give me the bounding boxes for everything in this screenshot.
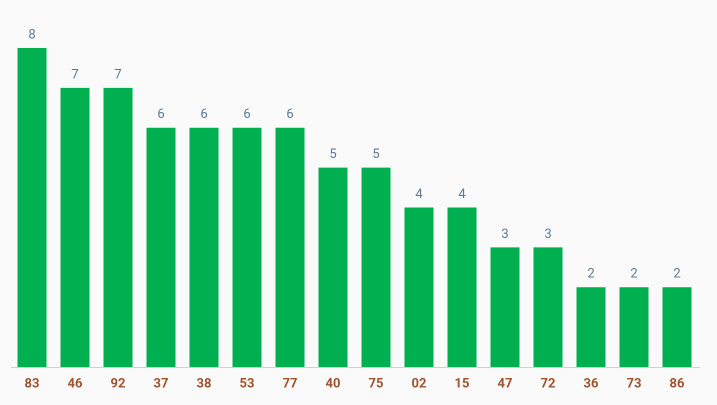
bar	[17, 48, 47, 367]
bar	[146, 127, 176, 367]
value-label: 8	[28, 27, 35, 42]
x-tick-label: 36	[584, 376, 599, 391]
x-tick-label: 73	[627, 376, 642, 391]
bar	[318, 167, 348, 367]
value-label: 6	[243, 107, 250, 122]
bar	[361, 167, 391, 367]
x-tick-label: 92	[111, 376, 126, 391]
value-label: 6	[157, 107, 164, 122]
value-label: 6	[286, 107, 293, 122]
x-tick-label: 46	[68, 376, 83, 391]
value-label: 4	[415, 187, 423, 202]
bar	[275, 127, 305, 367]
x-tick-label: 38	[197, 376, 212, 391]
bar	[404, 207, 434, 367]
x-tick-label: 37	[154, 376, 169, 391]
value-label: 2	[673, 267, 680, 282]
value-label: 3	[544, 227, 551, 242]
bar	[619, 287, 649, 367]
x-tick-label: 83	[25, 376, 40, 391]
bar	[490, 247, 520, 367]
bar	[232, 127, 262, 367]
x-tick-label: 72	[541, 376, 556, 391]
value-label: 5	[329, 147, 336, 162]
bar	[103, 87, 133, 367]
bar	[60, 87, 90, 367]
x-tick-label: 15	[455, 376, 470, 391]
value-label: 2	[630, 267, 637, 282]
value-label: 5	[372, 147, 379, 162]
bar	[533, 247, 563, 367]
x-tick-label: 02	[412, 376, 427, 391]
value-label: 7	[71, 67, 78, 82]
value-label: 2	[587, 267, 594, 282]
value-label: 7	[114, 67, 121, 82]
bar	[576, 287, 606, 367]
x-tick-label: 40	[326, 376, 341, 391]
x-tick-label: 75	[369, 376, 384, 391]
x-tick-label: 53	[240, 376, 255, 391]
x-tick-label: 47	[498, 376, 513, 391]
bar	[447, 207, 477, 367]
bar	[189, 127, 219, 367]
x-tick-label: 86	[670, 376, 685, 391]
bar	[662, 287, 692, 367]
value-label: 6	[200, 107, 207, 122]
value-label: 4	[458, 187, 466, 202]
value-label: 3	[501, 227, 508, 242]
x-tick-label: 77	[283, 376, 298, 391]
